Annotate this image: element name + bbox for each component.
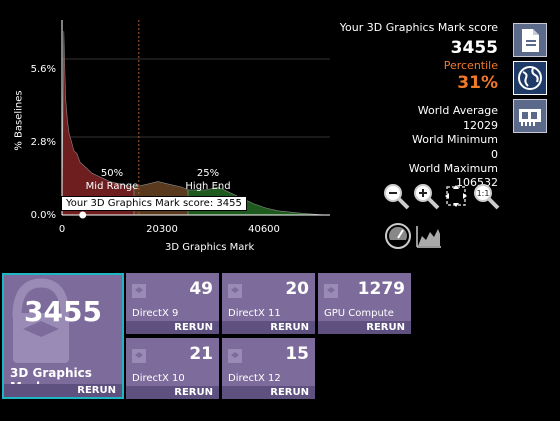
tile-main-value: 3455 bbox=[24, 295, 102, 328]
y-tick-label: 0.0% bbox=[30, 210, 56, 221]
rerun-button[interactable]: RERUN bbox=[4, 384, 122, 397]
world-average-value: 12029 bbox=[463, 119, 498, 132]
mid-range-label: Mid Range bbox=[85, 181, 139, 192]
benchmark-cube-icon bbox=[132, 349, 146, 363]
tile-gpu-compute[interactable]: 1279 GPU Compute RERUN bbox=[318, 273, 411, 334]
tile-name: DirectX 10 bbox=[132, 373, 185, 384]
graphics-card-button[interactable] bbox=[513, 99, 547, 133]
globe-icon bbox=[518, 66, 542, 90]
world-average-label: World Average bbox=[417, 104, 498, 117]
rerun-button[interactable]: RERUN bbox=[318, 321, 411, 334]
svg-text:1:1: 1:1 bbox=[477, 189, 490, 198]
mid-range-percent: 50% bbox=[100, 168, 124, 179]
x-tick-label: 20300 bbox=[146, 224, 178, 235]
fit-icon[interactable] bbox=[442, 182, 470, 210]
benchmark-cube-icon bbox=[132, 284, 146, 298]
high-end-label: High End bbox=[185, 181, 231, 192]
tile-name: DirectX 11 bbox=[228, 308, 281, 319]
rerun-button[interactable]: RERUN bbox=[126, 386, 219, 399]
rerun-button[interactable]: RERUN bbox=[126, 321, 219, 334]
score-tooltip: Your 3D Graphics Mark score: 3455 bbox=[61, 196, 247, 211]
score-value: 3455 bbox=[450, 38, 498, 58]
area-chart-icon[interactable] bbox=[414, 222, 442, 250]
tile-value: 21 bbox=[189, 344, 213, 364]
document-button[interactable] bbox=[513, 23, 547, 57]
benchmark-cube-icon bbox=[12, 278, 69, 363]
x-tick-label: 0 bbox=[58, 224, 66, 235]
benchmark-cube-icon bbox=[228, 284, 242, 298]
percentile-label: Percentile bbox=[443, 59, 498, 72]
tile-directx-10[interactable]: 21 DirectX 10 RERUN bbox=[126, 338, 219, 399]
percentile-value: 31% bbox=[457, 73, 498, 93]
zoom-out-icon[interactable] bbox=[382, 182, 410, 210]
tile-3d-graphics-mark[interactable]: 3455 3D Graphics Mark RERUN bbox=[2, 273, 124, 399]
tile-directx-9[interactable]: 49 DirectX 9 RERUN bbox=[126, 273, 219, 334]
world-maximum-label: World Maximum bbox=[408, 162, 498, 175]
x-tick-label: 40600 bbox=[248, 224, 280, 235]
tile-value: 15 bbox=[285, 344, 309, 364]
zoom-1-1-icon[interactable]: 1:1 bbox=[472, 182, 500, 210]
world-minimum-label: World Minimum bbox=[412, 133, 498, 146]
tile-directx-11[interactable]: 20 DirectX 11 RERUN bbox=[222, 273, 315, 334]
tile-directx-12[interactable]: 15 DirectX 12 RERUN bbox=[222, 338, 315, 399]
x-axis-title: 3D Graphics Mark bbox=[165, 242, 255, 253]
document-icon bbox=[522, 29, 539, 52]
graphics-card-icon bbox=[519, 109, 541, 126]
mid-range-marker: 50% Mid Range bbox=[82, 167, 142, 193]
rerun-button[interactable]: RERUN bbox=[222, 321, 315, 334]
histogram-area bbox=[61, 31, 135, 216]
tile-value: 20 bbox=[285, 279, 309, 299]
zoom-in-icon[interactable] bbox=[412, 182, 440, 210]
y-axis-title: % Baselines bbox=[13, 90, 25, 151]
tile-value: 49 bbox=[189, 279, 213, 299]
gauge-icon[interactable] bbox=[384, 222, 412, 250]
user-score-marker bbox=[79, 211, 87, 219]
world-minimum-value: 0 bbox=[491, 148, 498, 161]
tile-name: GPU Compute bbox=[324, 308, 394, 319]
score-title: Your 3D Graphics Mark score bbox=[339, 21, 498, 34]
benchmark-cube-icon bbox=[324, 284, 338, 298]
world-button[interactable] bbox=[513, 61, 547, 95]
benchmark-cube-icon bbox=[228, 349, 242, 363]
high-end-percent: 25% bbox=[196, 168, 220, 179]
high-end-marker: 25% High End bbox=[178, 167, 238, 193]
y-tick-label: 5.6% bbox=[30, 64, 56, 75]
tile-value: 1279 bbox=[357, 279, 405, 299]
y-tick-label: 2.8% bbox=[30, 137, 56, 148]
tile-name: DirectX 9 bbox=[132, 308, 179, 319]
rerun-button[interactable]: RERUN bbox=[222, 386, 315, 399]
tile-name: DirectX 12 bbox=[228, 373, 281, 384]
